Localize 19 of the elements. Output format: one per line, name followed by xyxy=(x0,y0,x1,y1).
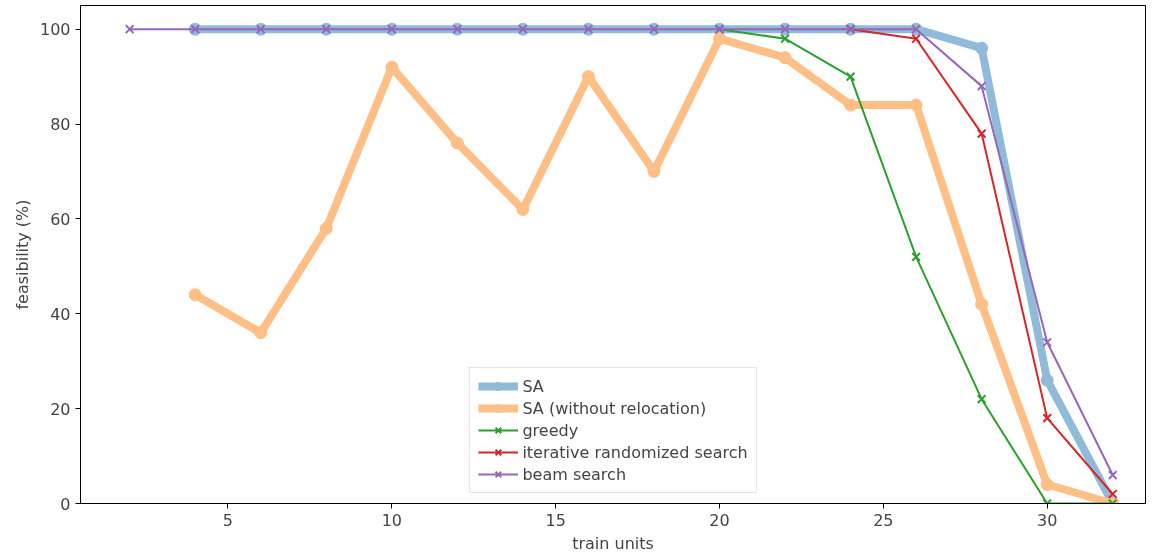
y-tick-label: 80 xyxy=(50,115,71,135)
y-tick-label: 100 xyxy=(39,20,71,40)
y-axis-title: feasibility (%) xyxy=(12,199,32,310)
x-tick-label: 5 xyxy=(222,510,234,530)
y-tick-label: 0 xyxy=(60,494,71,514)
legend-label: SA (without relocation) xyxy=(522,398,707,418)
x-tick-label: 25 xyxy=(873,510,894,530)
x-tick-label: 20 xyxy=(709,510,730,530)
legend-label: greedy xyxy=(522,420,579,440)
y-tick-label: 60 xyxy=(50,209,71,229)
legend-label: SA xyxy=(522,376,544,396)
x-axis-title: train units xyxy=(572,533,654,553)
legend-label: iterative randomized search xyxy=(522,442,748,462)
y-tick-label: 20 xyxy=(50,399,71,419)
x-tick-label: 15 xyxy=(545,510,566,530)
x-tick-label: 30 xyxy=(1037,510,1058,530)
x-tick-label: 10 xyxy=(381,510,402,530)
y-tick-label: 40 xyxy=(50,304,71,324)
legend-label: beam search xyxy=(522,464,627,484)
